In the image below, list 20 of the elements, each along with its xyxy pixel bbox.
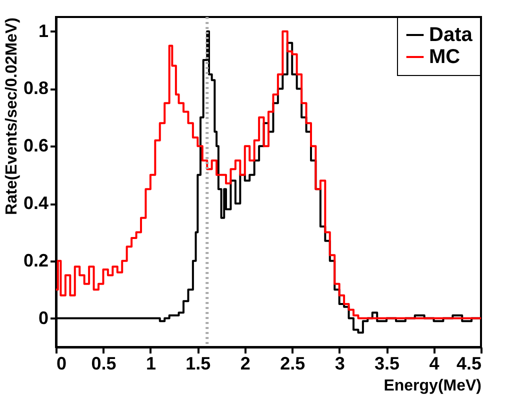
y-tick-label: 0.6 bbox=[23, 136, 48, 156]
y-tick-label: 1 bbox=[38, 20, 48, 41]
y-tick-label: 0.2 bbox=[23, 250, 48, 270]
legend-label: MC bbox=[429, 46, 460, 68]
x-tick-label: 4.5 bbox=[456, 354, 482, 374]
y-tick-label: 0 bbox=[38, 308, 48, 328]
x-tick-label: 0.5 bbox=[91, 354, 116, 374]
x-axis-title: Energy(MeV) bbox=[384, 378, 482, 394]
x-tick-label: 4 bbox=[429, 354, 440, 374]
y-axis-title: Rate(Events/sec/0.02MeV) bbox=[3, 18, 20, 215]
legend-label: Data bbox=[429, 24, 474, 46]
x-tick-label: 2 bbox=[240, 354, 250, 374]
x-tick-label: 1.5 bbox=[186, 354, 211, 374]
y-tick-label: 0.4 bbox=[23, 193, 48, 214]
x-tick-label: 3 bbox=[334, 354, 345, 374]
x-tick-label: 2.5 bbox=[280, 354, 306, 374]
x-tick-label: 3.5 bbox=[374, 354, 400, 374]
x-tick-label: 1 bbox=[146, 354, 156, 374]
y-tick-label: 0.8 bbox=[23, 78, 48, 98]
x-tick-label: 0 bbox=[56, 354, 67, 374]
